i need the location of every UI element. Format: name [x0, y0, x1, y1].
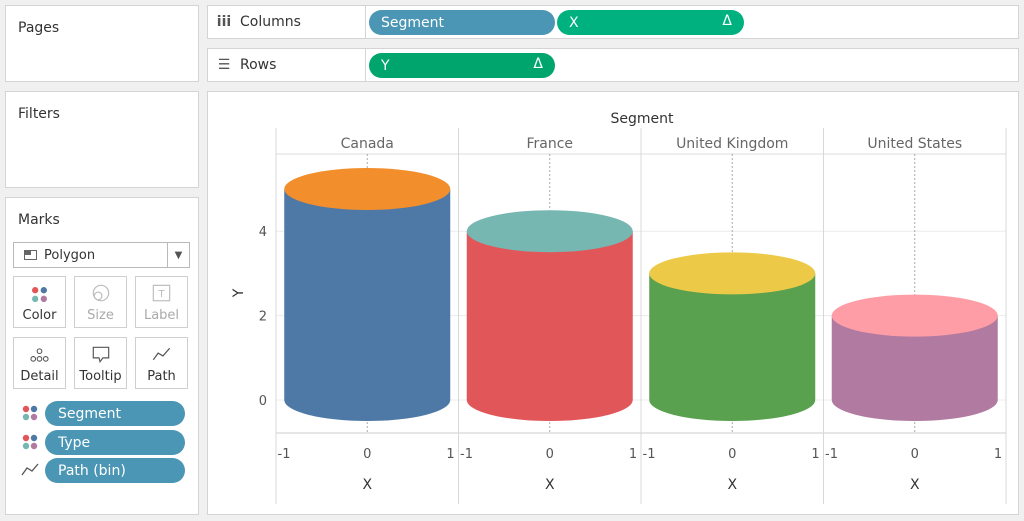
- x-tick-label: 1: [811, 447, 819, 462]
- cylinder-top: [831, 294, 998, 337]
- cylinder-top: [466, 210, 633, 253]
- filters-title: Filters: [18, 106, 60, 122]
- pages-title: Pages: [18, 20, 60, 36]
- detail-button-label: Detail: [20, 369, 59, 384]
- polygon-icon: [24, 250, 37, 260]
- cylinder-top: [649, 252, 816, 295]
- path-button[interactable]: Path: [135, 337, 188, 389]
- x-tick-label: -1: [825, 447, 838, 462]
- x-tick-label: 1: [446, 447, 454, 462]
- color-icon: [22, 405, 38, 421]
- marks-pill-label: Path (bin): [58, 462, 126, 479]
- x-axis-title: X: [362, 477, 372, 493]
- label-button-label: Label: [143, 308, 180, 323]
- tooltip-button-label: Tooltip: [79, 369, 122, 384]
- cylinder-body: [284, 189, 451, 421]
- x-tick-label: 0: [911, 447, 919, 462]
- rows-pill-y[interactable]: Y Δ: [369, 53, 555, 78]
- rows-shelf-label: ☰ Rows: [208, 49, 366, 81]
- x-tick-label: -1: [643, 447, 656, 462]
- filters-card[interactable]: Filters: [5, 91, 199, 188]
- size-button[interactable]: Size: [74, 276, 127, 328]
- marks-title: Marks: [18, 212, 60, 228]
- pill-label: Segment: [381, 14, 444, 31]
- label-button[interactable]: T Label: [135, 276, 188, 328]
- chevron-down-icon[interactable]: ▼: [167, 243, 189, 267]
- x-tick-label: 1: [629, 447, 637, 462]
- cylinder-body: [649, 273, 816, 421]
- color-button[interactable]: Color: [13, 276, 66, 328]
- rows-icon: ☰: [217, 57, 231, 73]
- y-tick-label: 0: [259, 394, 267, 409]
- viz-area: Segment 0 2 4 Y Canada -1 0 1 X France -1 0 1 X United …: [207, 91, 1019, 515]
- columns-pill-segment[interactable]: Segment: [369, 10, 555, 35]
- x-tick-label: -1: [278, 447, 291, 462]
- pages-card[interactable]: Pages: [5, 5, 199, 82]
- tooltip-icon: [92, 346, 110, 364]
- y-tick-label: 2: [259, 310, 267, 325]
- cylinder-body: [831, 315, 998, 421]
- rows-shelf[interactable]: ☰ Rows: [207, 48, 1019, 82]
- pill-label: X: [569, 14, 579, 31]
- detail-icon: [30, 348, 49, 362]
- x-axis-title: X: [545, 477, 555, 493]
- cylinder-top: [284, 168, 451, 210]
- columns-label-text: Columns: [240, 14, 301, 30]
- path-icon: [21, 463, 39, 476]
- x-tick-label: 0: [546, 447, 554, 462]
- size-icon: [92, 284, 110, 302]
- detail-button[interactable]: Detail: [13, 337, 66, 389]
- x-axis-title: X: [910, 477, 920, 493]
- x-tick-label: -1: [460, 447, 473, 462]
- rows-label-text: Rows: [240, 57, 277, 73]
- segment-header-title: Segment: [611, 111, 675, 127]
- columns-icon: iii: [216, 14, 232, 30]
- panel-header-canada: Canada: [341, 136, 394, 152]
- color-icon: [31, 287, 48, 303]
- color-button-label: Color: [22, 308, 57, 323]
- x-axis-title: X: [727, 477, 737, 493]
- x-tick-label: 0: [728, 447, 736, 462]
- text-label-icon: T: [152, 284, 171, 302]
- marks-pill-label: Type: [58, 434, 91, 451]
- marks-pill-type[interactable]: Type: [45, 430, 185, 455]
- columns-shelf-label: iii Columns: [208, 6, 366, 38]
- pill-label: Y: [381, 57, 390, 74]
- svg-text:T: T: [158, 289, 165, 300]
- size-button-label: Size: [87, 308, 114, 323]
- panel-header-united-states: United States: [867, 136, 962, 152]
- color-icon: [22, 434, 38, 450]
- x-tick-label: 0: [363, 447, 371, 462]
- path-icon: [152, 347, 171, 361]
- panel-header-france: France: [526, 136, 573, 152]
- panel-header-united-kingdom: United Kingdom: [676, 136, 788, 152]
- path-button-label: Path: [147, 369, 176, 384]
- columns-pill-x[interactable]: X Δ: [557, 10, 744, 35]
- marks-pill-label: Segment: [58, 405, 121, 422]
- cylinder-chart: Segment 0 2 4 Y Canada -1 0 1 X France -1 0 1 X United …: [231, 111, 1007, 504]
- mark-type-label: Polygon: [44, 247, 96, 263]
- cylinder-body: [466, 231, 633, 421]
- marks-pill-segment[interactable]: Segment: [45, 401, 185, 426]
- table-calc-delta-icon: Δ: [722, 13, 732, 29]
- marks-pill-path-bin[interactable]: Path (bin): [45, 458, 185, 483]
- table-calc-delta-icon: Δ: [533, 56, 543, 72]
- y-tick-label: 4: [259, 225, 267, 240]
- tooltip-button[interactable]: Tooltip: [74, 337, 127, 389]
- y-axis-title: Y: [231, 288, 247, 298]
- x-tick-label: 1: [994, 447, 1002, 462]
- mark-type-dropdown[interactable]: Polygon ▼: [13, 242, 190, 268]
